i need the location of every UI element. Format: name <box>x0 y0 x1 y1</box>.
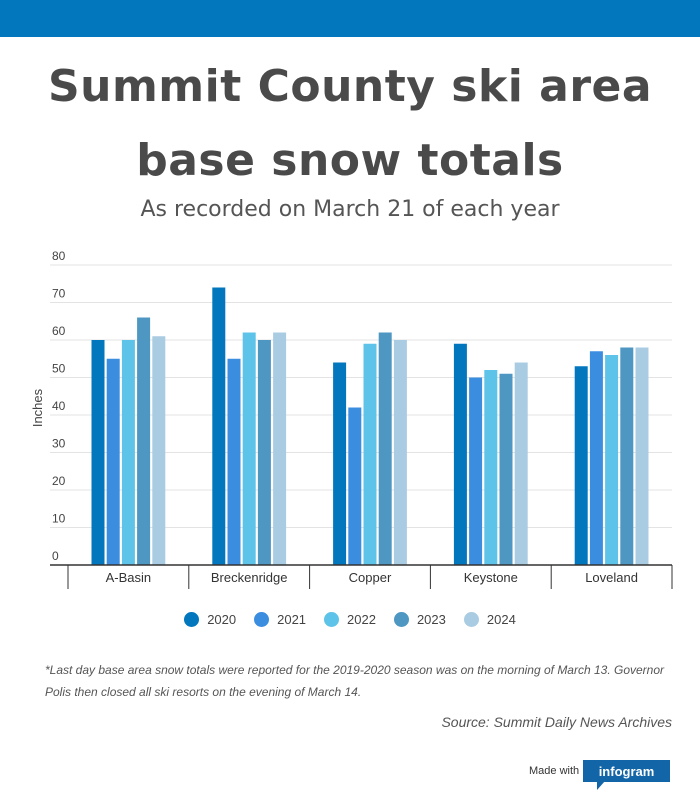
y-axis-label: Inches <box>30 388 45 427</box>
x-tick-label: Keystone <box>464 570 518 585</box>
bar[interactable] <box>499 373 513 565</box>
bar-chart: 0 10 20 30 40 50 60 70 80 Inches A-Basin Breckenr… <box>30 249 673 589</box>
bar-series <box>91 287 649 566</box>
source-note: Source: Summit Daily News Archives <box>441 714 672 730</box>
legend-label: 2020 <box>207 612 237 627</box>
x-tick-label: Copper <box>349 570 392 585</box>
bar[interactable] <box>212 287 226 566</box>
bar[interactable] <box>273 332 287 566</box>
bar[interactable] <box>453 343 467 565</box>
bar[interactable] <box>469 377 483 566</box>
legend-item[interactable]: 2022 <box>324 612 376 627</box>
legend-label: 2022 <box>347 612 376 627</box>
top-bar <box>0 0 700 37</box>
legend-item[interactable]: 2020 <box>184 612 236 627</box>
infogram-logo[interactable]: infogram <box>583 760 670 782</box>
bar[interactable] <box>121 340 135 565</box>
bar[interactable] <box>514 362 528 566</box>
bar[interactable] <box>484 370 498 565</box>
bar[interactable] <box>348 407 362 566</box>
chart-title-line-1: Summit County ski area <box>47 61 653 112</box>
chart-title-line-2: base snow totals <box>136 135 564 186</box>
infogram-logo-tail <box>597 781 605 790</box>
bar[interactable] <box>620 347 634 566</box>
bar[interactable] <box>227 358 241 565</box>
x-axis: A-Basin Breckenridge Copper Keystone Lovelan… <box>50 564 673 589</box>
legend-swatch <box>393 612 409 627</box>
bar[interactable] <box>378 332 392 566</box>
legend-swatch <box>184 612 200 627</box>
bar[interactable] <box>91 340 105 565</box>
bar[interactable] <box>574 366 588 565</box>
legend-item[interactable]: 2023 <box>393 612 446 627</box>
chart-title: Summit County ski area base snow totals <box>0 50 700 198</box>
bar[interactable] <box>137 317 151 566</box>
x-tick-label: Breckenridge <box>211 570 288 585</box>
bar[interactable] <box>106 358 120 565</box>
y-tick-label: 0 <box>52 549 59 563</box>
y-tick-label: 40 <box>52 399 66 413</box>
bar[interactable] <box>589 351 603 565</box>
bar[interactable] <box>605 355 619 565</box>
bar[interactable] <box>363 343 377 565</box>
y-tick-label: 50 <box>52 362 66 376</box>
bar[interactable] <box>333 362 347 566</box>
x-tick-label: A-Basin <box>106 570 152 585</box>
y-tick-label: 30 <box>52 437 66 451</box>
legend-label: 2024 <box>486 612 516 627</box>
legend-swatch <box>254 612 270 627</box>
bar[interactable] <box>152 336 166 565</box>
x-tick-label: Loveland <box>585 570 638 585</box>
bar[interactable] <box>242 332 256 566</box>
bar[interactable] <box>635 347 649 566</box>
legend-label: 2021 <box>277 612 307 627</box>
y-tick-label: 10 <box>52 512 66 526</box>
legend-item[interactable]: 2024 <box>463 612 516 627</box>
legend-label: 2023 <box>416 612 446 627</box>
bar[interactable] <box>257 340 271 565</box>
y-tick-label: 70 <box>52 287 66 301</box>
y-tick-label: 60 <box>52 324 66 338</box>
legend: 2020 2021 2022 2023 2024 <box>0 612 700 627</box>
y-tick-label: 80 <box>52 249 66 263</box>
legend-swatch <box>463 612 479 627</box>
legend-item[interactable]: 2021 <box>254 612 306 627</box>
made-with-label: Made with <box>529 765 580 777</box>
legend-swatch <box>324 612 340 627</box>
footnote: *Last day base area snow totals were rep… <box>45 663 665 699</box>
y-tick-label: 20 <box>52 474 66 488</box>
chart-subtitle: As recorded on March 21 of each year <box>140 197 560 222</box>
y-axis-ticks: 0 10 20 30 40 50 60 70 80 <box>52 249 66 563</box>
bar[interactable] <box>393 340 407 565</box>
